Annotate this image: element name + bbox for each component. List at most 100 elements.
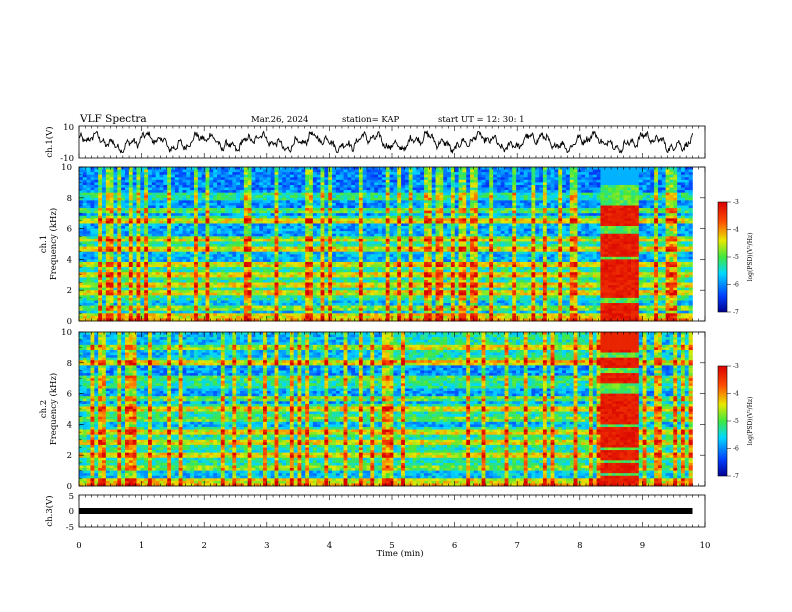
spectrogram-cell [232,308,236,311]
spectrogram-cell [298,206,302,209]
spectrogram-cell [129,252,133,255]
spectrogram-cell [133,267,137,270]
spectrogram-cell [267,300,271,303]
spectrogram-cell [209,295,213,298]
spectrogram-cell [140,311,144,314]
spectrogram-cell [117,290,121,293]
spectrogram-cell [83,229,87,232]
spectrogram-cell [305,311,309,314]
spectrogram-cell [121,283,125,286]
spectrogram-cell [301,206,305,209]
spectrogram-cell [148,293,152,296]
spectrogram-cell [190,270,194,273]
spectrogram-cell [171,229,175,232]
spectrogram-cell [255,167,259,170]
spectrogram-cell [355,290,359,293]
spectrogram-cell [248,208,252,211]
spectrogram-cell [133,221,137,224]
spectrogram-cell [240,313,244,316]
spectrogram-cell [87,182,91,185]
spectrogram-cell [359,203,363,206]
spectrogram-cell [321,252,325,255]
spectrogram-cell [106,185,110,188]
spectrogram-cell [94,288,98,291]
spectrogram-cell [94,229,98,232]
spectrogram-cell [252,175,256,178]
spectrogram-cell [267,203,271,206]
spectrogram-cell [359,170,363,173]
spectrogram-cell [344,206,348,209]
spectrogram-cell [87,193,91,196]
spectrogram-cell [102,295,106,298]
spectrogram-cell [183,195,187,198]
spectrogram-cell [217,175,221,178]
spectrogram-cell [321,193,325,196]
spectrogram-cell [190,226,194,229]
spectrogram-cell [102,206,106,209]
spectrogram-cell [121,275,125,278]
spectrogram-cell [83,213,87,216]
spectrogram-cell [248,277,252,280]
spectrogram-cell [91,182,95,185]
spectrogram-cell [117,226,121,229]
spectrogram-cell [202,182,206,185]
spectrogram-cell [332,259,336,262]
spectrogram-cell [267,180,271,183]
spectrogram-cell [148,206,152,209]
spectrogram-cell [179,226,183,229]
spectrogram-cell [183,311,187,314]
spectrogram-cell [152,190,156,193]
spectrogram-cell [152,216,156,219]
spectrogram-cell [309,247,313,250]
spectrogram-cell [94,295,98,298]
spectrogram-cell [324,288,328,291]
spectrogram-cell [229,288,233,291]
spectrogram-cell [298,175,302,178]
spectrogram-cell [240,290,244,293]
spectrogram-cell [225,290,229,293]
spectrogram-cell [232,198,236,201]
spectrogram-cell [148,280,152,283]
spectrogram-cell [179,175,183,178]
spectrogram-cell [121,208,125,211]
spectrogram-cell [263,239,267,242]
spectrogram-cell [313,216,317,219]
spectrogram-cell [301,306,305,309]
spectrogram-cell [252,213,256,216]
spectrogram-cell [152,303,156,306]
spectrogram-cell [137,234,141,237]
spectrogram-cell [156,180,160,183]
spectrogram-cell [94,272,98,275]
spectrogram-cell [305,298,309,301]
spectrogram-cell [347,283,351,286]
spectrogram-cell [317,182,321,185]
spectrogram-cell [232,193,236,196]
spectrogram-cell [121,308,125,311]
spectrogram-cell [336,182,340,185]
spectrogram-cell [286,259,290,262]
spectrogram-cell [125,213,129,216]
spectrogram-cell [190,177,194,180]
spectrogram-cell [240,211,244,214]
spectrogram-cell [206,198,210,201]
spectrogram-cell [313,223,317,226]
spectrogram-cell [98,239,102,242]
spectrogram-cell [347,316,351,319]
spectrogram-cell [190,216,194,219]
spectrogram-cell [321,311,325,314]
spectrogram-cell [144,267,148,270]
spectrogram-cell [152,280,156,283]
spectrogram-cell [98,298,102,301]
spectrogram-cell [152,288,156,291]
spectrogram-cell [167,313,171,316]
spectrogram-cell [344,234,348,237]
spectrogram-cell [175,257,179,260]
spectrogram-cell [198,213,202,216]
spectrogram-cell [229,249,233,252]
spectrogram-cell [217,254,221,257]
spectrogram-cell [344,182,348,185]
spectrogram-cell [144,275,148,278]
spectrogram-cell [321,306,325,309]
spectrogram-cell [160,244,164,247]
spectrogram-cell [275,177,279,180]
